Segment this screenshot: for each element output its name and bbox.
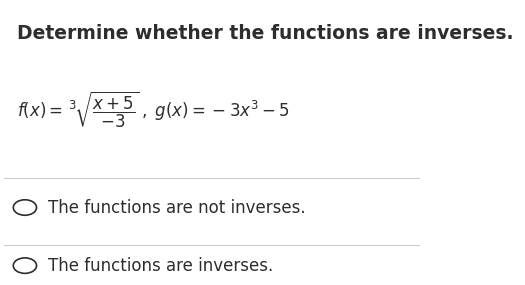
Text: The functions are not inverses.: The functions are not inverses. — [48, 199, 306, 217]
Text: $f(x) = \,^3\!\sqrt{\dfrac{x+5}{-3}}$$\;,\; g(x) = -3x^3 - 5$: $f(x) = \,^3\!\sqrt{\dfrac{x+5}{-3}}$$\;… — [17, 89, 289, 130]
Text: The functions are inverses.: The functions are inverses. — [48, 256, 273, 275]
Text: Determine whether the functions are inverses.: Determine whether the functions are inve… — [17, 24, 513, 42]
